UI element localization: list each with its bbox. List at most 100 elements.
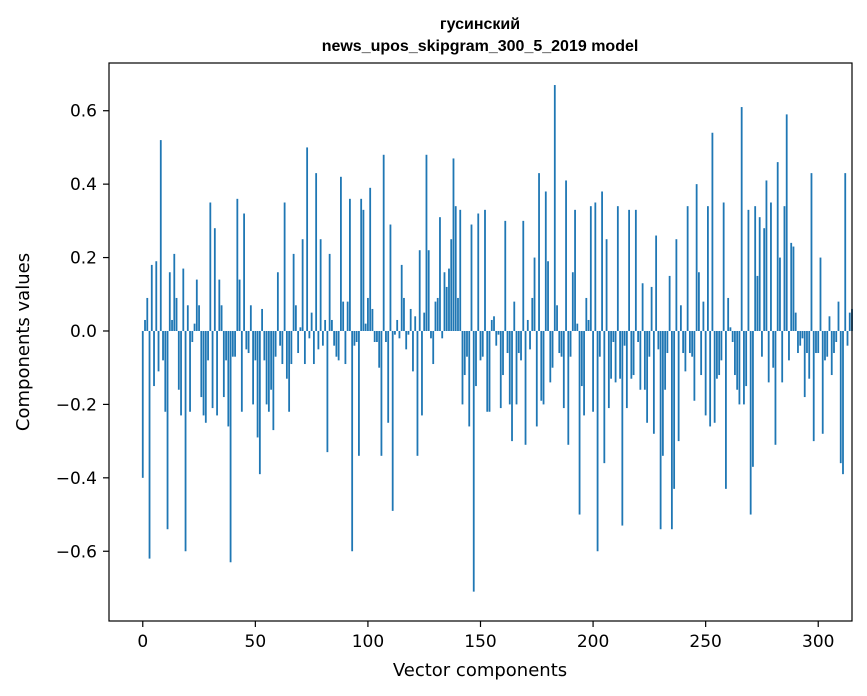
bar-282 (776, 162, 779, 331)
bar-170 (524, 330, 527, 445)
bar-302 (821, 330, 824, 434)
bar-211 (616, 206, 619, 331)
bar-295 (806, 330, 808, 354)
bar-171 (526, 319, 529, 331)
bar-78 (317, 330, 320, 350)
bar-108 (385, 330, 387, 342)
bar-309 (837, 301, 840, 331)
bar-37 (225, 330, 227, 361)
x-tick-label: 50 (245, 632, 267, 652)
bar-230 (659, 330, 662, 530)
bar-66 (290, 330, 293, 365)
bar-104 (376, 330, 378, 342)
bar-121 (414, 316, 417, 331)
bar-11 (166, 330, 169, 530)
bar-313 (846, 330, 849, 346)
bar-248 (700, 330, 703, 376)
bar-29 (207, 330, 209, 361)
bar-178 (542, 330, 545, 405)
bar-288 (790, 242, 793, 331)
bar-245 (693, 330, 696, 401)
bar-150 (479, 330, 482, 361)
bar-251 (707, 206, 709, 331)
bar-296 (808, 330, 811, 379)
bar-255 (716, 330, 718, 379)
bar-247 (698, 272, 700, 331)
bar-253 (711, 132, 714, 331)
bar-268 (745, 330, 748, 387)
bar-19 (184, 330, 187, 552)
bar-263 (734, 330, 736, 376)
bar-107 (382, 154, 385, 331)
bar-86 (335, 330, 338, 357)
bar-67 (292, 253, 295, 331)
bar-167 (517, 330, 520, 354)
bar-289 (792, 246, 795, 331)
bar-164 (511, 330, 513, 442)
bar-273 (756, 275, 759, 331)
bar-15 (175, 297, 178, 331)
bar-223 (643, 330, 646, 390)
bar-16 (177, 330, 180, 390)
bar-291 (797, 330, 799, 354)
bar-28 (204, 330, 207, 423)
bar-246 (695, 184, 698, 331)
bar-88 (340, 176, 342, 331)
bar-33 (216, 330, 218, 416)
bar-261 (729, 327, 732, 331)
bar-109 (387, 330, 390, 423)
bar-257 (720, 330, 723, 361)
bar-18 (182, 268, 185, 331)
bar-235 (670, 330, 673, 530)
bar-34 (218, 279, 221, 331)
bar-0 (141, 330, 144, 478)
bar-111 (391, 330, 394, 511)
bar-259 (725, 330, 727, 489)
bar-65 (288, 330, 291, 412)
bar-141 (459, 209, 462, 331)
bar-237 (675, 239, 678, 331)
bar-159 (499, 330, 502, 409)
chart-title-line1: гусинский (440, 16, 520, 33)
bar-190 (569, 330, 572, 357)
bar-95 (355, 330, 358, 342)
bar-41 (234, 330, 236, 357)
bar-227 (652, 330, 655, 434)
bar-79 (319, 239, 322, 331)
bar-181 (549, 330, 552, 383)
bar-208 (610, 330, 612, 379)
bar-97 (360, 198, 363, 331)
bar-232 (664, 330, 667, 390)
bar-55 (265, 330, 268, 405)
bar-173 (531, 297, 534, 331)
bar-217 (630, 330, 633, 379)
y-tick-label: −0.2 (56, 395, 97, 415)
bar-62 (281, 330, 284, 365)
bar-249 (702, 301, 705, 331)
bar-135 (445, 286, 448, 331)
bar-76 (312, 330, 315, 365)
bar-209 (612, 330, 615, 342)
bar-45 (243, 213, 245, 331)
bar-106 (380, 330, 383, 456)
bar-285 (783, 206, 786, 331)
bar-297 (810, 173, 813, 331)
bar-281 (774, 330, 777, 445)
bar-35 (220, 305, 223, 331)
bar-38 (227, 330, 230, 427)
bar-161 (504, 220, 507, 331)
bar-234 (668, 275, 671, 331)
bar-147 (472, 330, 475, 592)
bar-239 (679, 305, 682, 331)
bar-219 (634, 209, 637, 331)
bar-262 (731, 330, 734, 342)
bar-180 (547, 261, 549, 331)
bar-292 (799, 330, 802, 346)
x-axis-ticks: 0 50 100 150 200 250 300 (137, 621, 834, 652)
bar-215 (625, 330, 628, 409)
chart-title-line2: news_upos_skipgram_300_5_2019 model (322, 38, 639, 55)
bar-204 (601, 191, 603, 331)
bar-200 (592, 330, 594, 412)
bar-5 (153, 330, 155, 387)
bar-4 (150, 264, 153, 331)
